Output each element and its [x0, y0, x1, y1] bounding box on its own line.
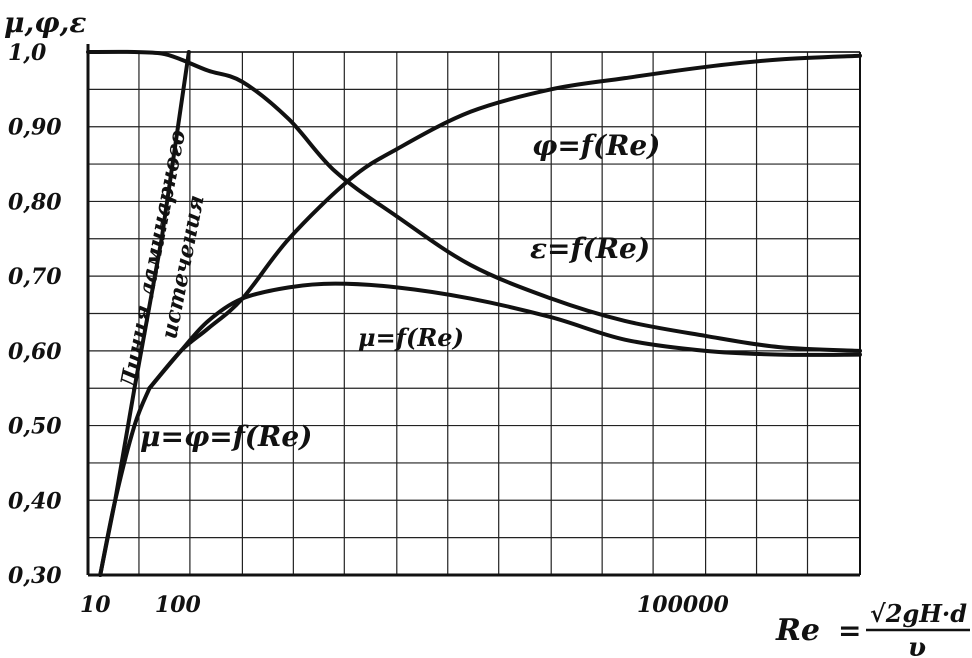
- x-axis-label-denominator: υ: [908, 633, 926, 658]
- grid: [87, 51, 861, 576]
- y-tick-label: 0,40: [8, 488, 62, 514]
- tick-labels: 0,30 0,40 0,50 0,60 0,70 0,80 0,90 1,0 10 100 1000…: [8, 40, 730, 618]
- y-tick-label: 0,90: [8, 115, 62, 141]
- annotation-mu-phi: μ=φ=f(Re): [140, 420, 312, 453]
- series-mu-curve: [147, 281, 862, 391]
- y-tick-label: 0,70: [8, 264, 62, 290]
- x-axis-label-numerator: √2gH·d: [870, 599, 967, 628]
- annotation-epsilon: ε=f(Re): [530, 232, 650, 265]
- x-axis-label: Re = √2gH·d υ: [775, 599, 970, 658]
- series-laminar-line: [98, 50, 191, 577]
- y-tick-label: 0,30: [8, 563, 62, 589]
- x-axis-label-re: Re: [775, 613, 820, 648]
- y-tick-label: 0,80: [8, 189, 62, 215]
- x-tick-label: 100: [155, 592, 202, 618]
- series-epsilon-curve: [86, 49, 862, 353]
- y-tick-label: 1,0: [8, 40, 47, 66]
- axes: [86, 44, 861, 577]
- y-tick-label: 0,60: [8, 339, 62, 365]
- x-tick-label: 10: [80, 592, 111, 618]
- annotation-phi: φ=f(Re): [532, 129, 660, 162]
- y-axis-label: μ,φ,ε: [4, 6, 86, 39]
- series-phi-curve: [147, 53, 862, 391]
- x-tick-label: 100000: [637, 592, 730, 618]
- x-axis-label-equals: =: [838, 614, 861, 647]
- annotation-mu: μ=f(Re): [358, 323, 464, 352]
- y-tick-label: 0,50: [8, 414, 62, 440]
- series-curves: [86, 49, 862, 577]
